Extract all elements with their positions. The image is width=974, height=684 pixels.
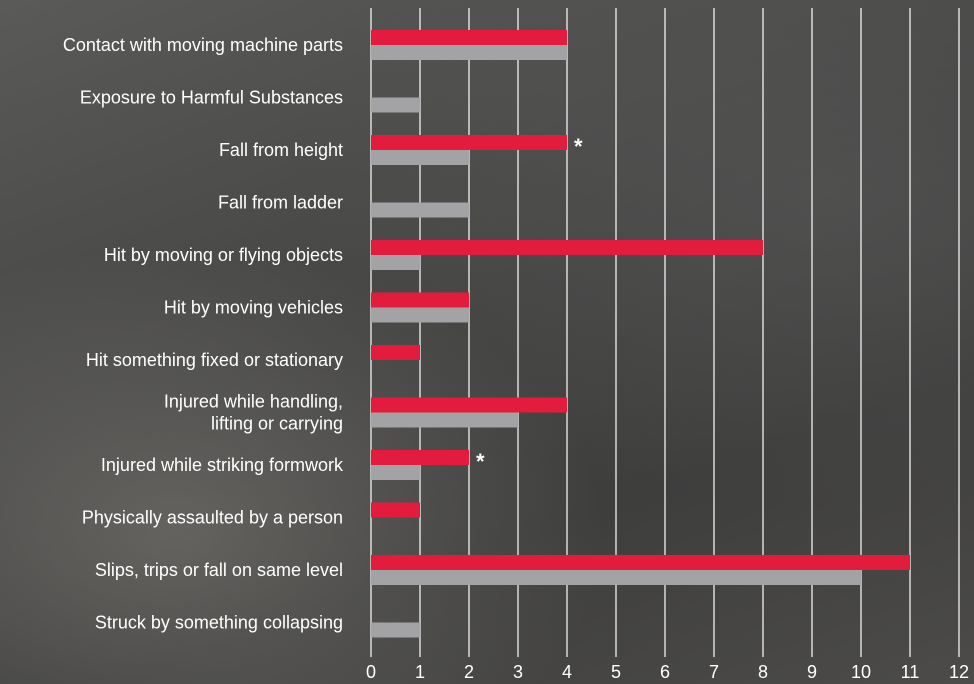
x-tick-label-12: 12 [949, 662, 969, 682]
x-tick-label-11: 11 [901, 662, 920, 682]
annotation-asterisk-0: * [574, 134, 583, 159]
bar-series1-6 [371, 345, 420, 360]
category-label-8: Injured while striking formwork [101, 455, 344, 475]
category-label-9: Physically assaulted by a person [82, 508, 343, 528]
bar-series2-4 [371, 255, 420, 270]
category-label-6: Hit something fixed or stationary [86, 350, 343, 370]
category-label-2: Fall from height [219, 140, 343, 160]
bar-series2-2 [371, 150, 469, 165]
bars [371, 30, 910, 638]
x-tick-label-2: 2 [464, 662, 474, 682]
bar-series1-8 [371, 450, 469, 465]
bar-series1-5 [371, 292, 469, 308]
annotation-asterisk-1: * [476, 449, 485, 474]
bar-series1-7 [371, 397, 567, 413]
x-tick-label-8: 8 [758, 662, 768, 682]
category-labels: Contact with moving machine parts Exposur… [63, 35, 344, 633]
x-tick-label-7: 7 [709, 662, 719, 682]
x-tick-label-4: 4 [562, 662, 572, 682]
x-tick-label-0: 0 [366, 662, 376, 682]
bar-series2-7 [371, 412, 518, 428]
x-tick-label-10: 10 [851, 662, 871, 682]
bar-series1-9 [371, 502, 420, 518]
bar-series1-10 [371, 555, 910, 570]
bar-series1-4 [371, 240, 763, 255]
category-label-5: Hit by moving vehicles [164, 298, 343, 318]
x-tick-label-6: 6 [660, 662, 670, 682]
category-label-10: Slips, trips or fall on same level [95, 560, 343, 580]
category-label-1: Exposure to Harmful Substances [80, 88, 343, 108]
category-label-7: Injured while handling, lifting or carryi… [164, 392, 343, 434]
bar-series2-8 [371, 465, 420, 480]
bar-series2-11 [371, 622, 420, 638]
bar-series1-0 [371, 30, 567, 45]
bar-series2-1 [371, 97, 420, 113]
bar-series2-3 [371, 202, 469, 218]
bar-series1-2 [371, 135, 567, 150]
bar-series2-0 [371, 45, 567, 60]
bar-series2-10 [371, 570, 861, 585]
gridlines [370, 8, 960, 657]
category-label-0: Contact with moving machine parts [63, 35, 343, 55]
category-label-3: Fall from ladder [218, 193, 343, 213]
x-tick-label-3: 3 [513, 662, 523, 682]
bar-series2-5 [371, 307, 469, 323]
x-tick-label-9: 9 [807, 662, 817, 682]
x-axis-tick-labels: 0 1 2 3 4 5 6 7 8 9 10 11 12 [366, 662, 969, 682]
annotations: ** [476, 134, 583, 474]
category-label-4: Hit by moving or flying objects [104, 245, 343, 265]
x-tick-label-5: 5 [611, 662, 621, 682]
x-tick-label-1: 1 [415, 662, 425, 682]
category-label-11: Struck by something collapsing [95, 613, 343, 633]
